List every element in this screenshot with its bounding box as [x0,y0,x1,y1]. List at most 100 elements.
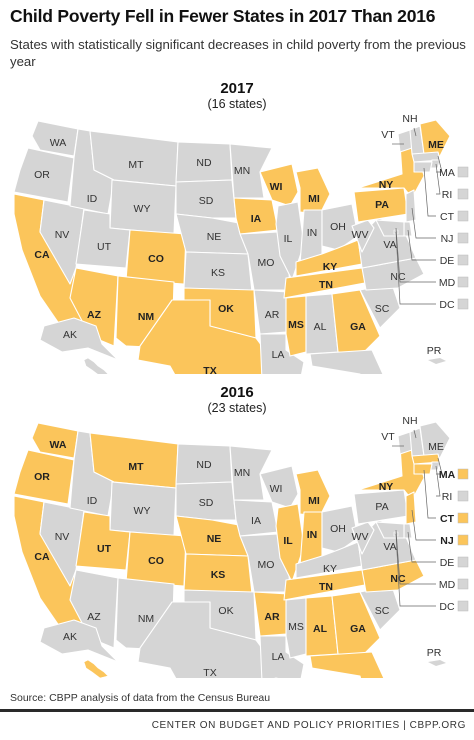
swatch-ri-2017 [457,188,469,200]
label-ma-2017: MA [439,167,455,179]
label-nm-2017: NM [138,311,155,323]
state-wi-2017 [259,163,299,207]
state-ct-2016 [413,463,433,475]
state-nj-2017 [405,189,417,223]
label-tx-2016: TX [203,667,216,678]
label-mi-2016: MI [308,495,320,507]
label-co-2016: CO [148,555,164,567]
label-oh-2017: OH [330,221,346,233]
leader-dc-2017 [395,231,436,305]
map-2017-title: 2017 [220,80,254,97]
state-me-2016 [419,421,451,463]
label-ok-2016: OK [218,605,233,617]
label-ny-2017: NY [379,179,394,191]
state-wa-2017 [31,120,79,157]
label-ny-2016: NY [379,481,394,493]
label-ok-2017: OK [218,303,234,315]
label-mi-2017: MI [308,193,320,205]
label-wa-2017: WA [50,137,67,149]
state-ms-2016 [285,597,307,659]
label-ga-2017: GA [350,321,366,333]
state-sd-2016 [175,481,237,521]
leader-ma-2016 [436,457,443,475]
label-mt-2017: MT [128,159,144,171]
label-ct-2016: CT [440,513,455,525]
label-ca-2017: CA [34,249,50,261]
label-ks-2017: KS [211,267,225,279]
label-tx-2017: TX [203,365,216,374]
label-nv-2017: NV [55,229,70,241]
source-note: Source: CBPP analysis of data from the C… [10,692,271,704]
label-ak-2016: AK [63,631,77,643]
label-ak-2017: AK [63,329,77,341]
label-al-2016: AL [313,623,328,635]
label-ne-2017: NE [207,231,222,243]
label-il-2017: IL [284,233,293,245]
territory-pr-2016 [428,660,446,666]
state-oh-2017 [321,203,359,251]
label-ia-2016: IA [251,515,261,527]
label-il-2016: IL [283,535,293,547]
label-or-2016: OR [34,471,50,483]
map-2017-count: (16 states) [207,97,267,111]
swatch-ma-2017 [457,166,469,178]
swatch-de-2017 [457,254,469,266]
label-pa-2016: PA [375,501,388,513]
state-mn-2017 [229,143,273,199]
label-vt-2016: VT [381,431,395,443]
label-wy-2017: WY [134,203,151,215]
state-tx-2016 [137,601,269,678]
label-nh-2017: NH [402,114,417,125]
label-sc-2017: SC [375,303,390,315]
leader-nj-2016 [411,509,436,541]
label-dc-2016: DC [439,601,455,613]
label-wa-2016: WA [50,439,67,451]
label-md-2017: MD [439,277,456,289]
label-wi-2016: WI [270,483,283,495]
state-wv-2016 [351,521,375,555]
state-ak-2017 [39,317,119,361]
label-id-2017: ID [87,193,98,205]
label-tn-2017: TN [319,279,333,291]
state-ia-2016 [233,499,279,537]
label-ne-2016: NE [207,533,222,545]
label-ky-2017: KY [323,261,338,273]
label-ri-2016: RI [442,491,453,503]
label-nm-2016: NM [138,613,154,625]
state-wv-2017 [351,219,375,253]
leader-md-2017 [395,227,436,283]
state-hi-2016 [83,659,109,678]
label-sd-2016: SD [199,497,214,509]
label-ri-2017: RI [442,189,453,201]
label-mo-2016: MO [258,559,275,571]
label-de-2017: DE [440,255,455,267]
label-ar-2016: AR [264,611,280,623]
label-or-2017: OR [34,169,50,181]
label-de-2016: DE [440,557,455,569]
label-md-2016: MD [439,579,456,591]
label-id-2016: ID [87,495,98,507]
leader-ma-2017 [436,155,443,173]
label-ms-2017: MS [288,319,304,331]
label-va-2016: VA [383,541,396,553]
state-az-2017 [69,267,119,347]
footer-credit: CENTER ON BUDGET AND POLICY PRIORITIES |… [151,720,466,731]
label-nd-2017: ND [196,157,212,169]
label-ma-2016: MA [439,469,456,481]
territory-pr-2017 [428,358,446,364]
leader-nh-2016 [413,429,417,439]
label-ut-2017: UT [97,241,112,253]
label-ky-2016: KY [323,563,337,575]
leader-de-2017 [407,229,436,261]
label-pa-2017: PA [375,199,389,211]
map-2017: WA OR CA NV ID MT WY UT AZ CO NM ND SD NE KS OK TX MN IA MO… [13,114,469,374]
label-az-2017: AZ [87,309,102,321]
leader-ct-2017 [423,167,436,217]
label-sd-2017: SD [199,195,214,207]
state-az-2016 [69,569,119,649]
label-ut-2016: UT [97,543,112,555]
label-ct-2017: CT [440,211,455,223]
state-mi-2016 [295,469,331,517]
label-wi-2017: WI [270,181,283,193]
swatch-md-2017 [457,276,469,288]
